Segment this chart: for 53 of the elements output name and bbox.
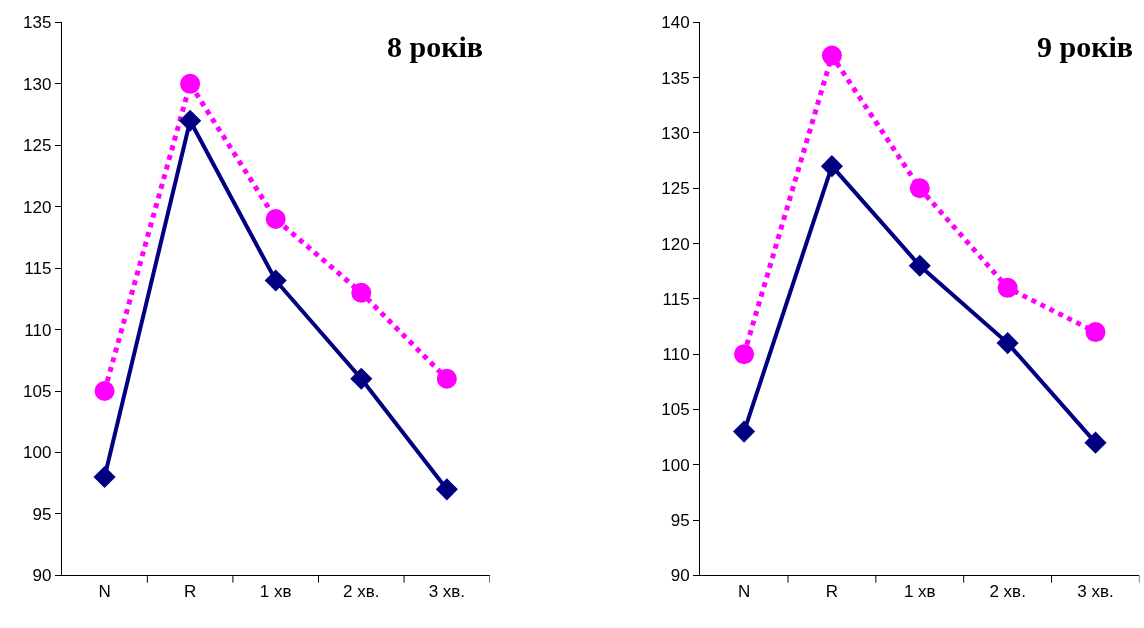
- y-tick-label: 100: [661, 455, 690, 475]
- point: [996, 332, 1019, 355]
- point: [733, 420, 756, 443]
- x-tick-label: 2 хв.: [343, 581, 380, 601]
- y-tick-label: 130: [23, 74, 52, 94]
- point: [94, 381, 115, 402]
- y-tick-label: 120: [661, 234, 690, 254]
- y-tick-label: 100: [23, 443, 52, 463]
- point: [435, 478, 458, 501]
- x-tick-label: 3 хв.: [428, 581, 466, 601]
- y-tick-label: 105: [661, 400, 690, 420]
- point: [820, 155, 843, 178]
- point: [909, 178, 930, 199]
- y-tick-label: 105: [23, 382, 52, 401]
- chart-title: 9 років: [1037, 30, 1134, 63]
- point: [264, 269, 287, 292]
- y-tick-label: 90: [670, 566, 690, 586]
- y-tick-label: 125: [661, 179, 690, 199]
- point: [1085, 322, 1106, 343]
- y-tick-label: 95: [670, 511, 690, 531]
- y-tick-label: 115: [24, 259, 52, 279]
- y-tick-label: 125: [23, 136, 52, 156]
- y-tick-label: 90: [32, 566, 52, 586]
- point: [351, 282, 372, 303]
- point: [180, 73, 201, 94]
- y-tick-label: 115: [662, 289, 690, 309]
- x-tick-label: 1 хв: [259, 581, 292, 601]
- x-tick-label: 1 хв: [903, 581, 936, 601]
- point: [821, 45, 842, 66]
- point: [265, 209, 286, 229]
- point: [179, 109, 202, 132]
- chart-title: 8 років: [387, 30, 484, 63]
- point: [1084, 431, 1107, 454]
- y-tick-label: 135: [23, 13, 52, 33]
- point: [908, 254, 931, 277]
- y-tick-label: 140: [661, 13, 690, 33]
- point: [436, 368, 457, 389]
- y-tick-label: 130: [661, 123, 690, 143]
- point: [997, 277, 1018, 298]
- y-tick-label: 110: [24, 320, 52, 340]
- x-tick-label: N: [98, 581, 111, 601]
- x-tick-label: R: [825, 581, 839, 601]
- x-tick-label: N: [737, 581, 751, 601]
- x-tick-label: 2 хв.: [989, 581, 1026, 601]
- point: [350, 367, 373, 390]
- x-tick-label: R: [184, 581, 197, 601]
- point: [93, 466, 116, 489]
- y-tick-label: 95: [32, 504, 52, 524]
- y-tick-label: 110: [662, 345, 690, 365]
- x-tick-label: 3 хв.: [1077, 581, 1114, 601]
- y-tick-label: 135: [661, 68, 690, 88]
- y-tick-label: 120: [23, 197, 52, 217]
- point: [734, 344, 755, 365]
